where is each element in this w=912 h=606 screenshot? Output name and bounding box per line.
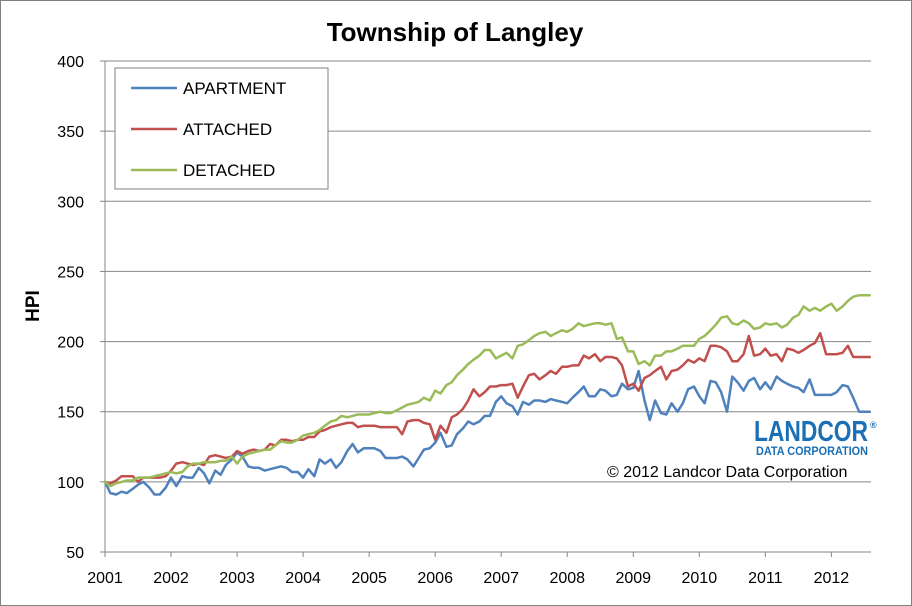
- gridlines: [104, 60, 871, 553]
- y-axis-ticks: 50 100 150 200 250 300 350 400: [57, 54, 105, 562]
- series-line-attached: [103, 331, 871, 485]
- y-tick-label: 250: [57, 264, 84, 281]
- x-axis-ticks: 2001 2002 2003 2004 2005 2006 2007 2008 2009 2010…: [87, 552, 849, 587]
- x-tick-label: 2011: [748, 570, 783, 587]
- legend-items: APARTMENT ATTACHED DETACHED: [131, 79, 286, 180]
- logo-name: LANDCOR: [754, 416, 868, 448]
- y-tick-label: 50: [66, 545, 84, 562]
- x-tick-label: 2007: [483, 570, 519, 587]
- chart-title: Township of Langley: [327, 17, 584, 47]
- series-lines: [103, 294, 871, 496]
- y-tick-label: 150: [57, 405, 84, 422]
- logo-registered: ®: [870, 420, 877, 430]
- x-tick-label: 2002: [153, 570, 189, 587]
- logo-tagline: DATA CORPORATION: [756, 444, 868, 458]
- legend-label-attached: ATTACHED: [183, 120, 272, 139]
- copyright-text: © 2012 Landcor Data Corporation: [607, 464, 847, 481]
- series-line-detached: [103, 294, 871, 488]
- x-tick-label: 2008: [549, 570, 585, 587]
- y-tick-label: 100: [57, 475, 84, 492]
- y-tick-label: 200: [57, 335, 84, 352]
- x-tick-label: 2004: [285, 570, 321, 587]
- legend-label-apartment: APARTMENT: [183, 79, 286, 98]
- y-tick-label: 400: [57, 54, 84, 71]
- x-tick-label: 2006: [417, 570, 453, 587]
- x-tick-label: 2001: [87, 570, 123, 587]
- x-tick-label: 2003: [219, 570, 255, 587]
- x-tick-label: 2005: [351, 570, 387, 587]
- y-axis-title: HPI: [23, 290, 44, 322]
- x-tick-label: 2012: [814, 570, 850, 587]
- y-tick-label: 300: [57, 194, 84, 211]
- x-tick-label: 2010: [682, 570, 718, 587]
- legend-label-detached: DETACHED: [183, 161, 275, 180]
- landcor-logo: LANDCOR ® DATA CORPORATION: [754, 416, 877, 458]
- x-tick-label: 2009: [615, 570, 651, 587]
- legend: APARTMENT ATTACHED DETACHED: [114, 67, 329, 190]
- y-tick-label: 350: [57, 124, 84, 141]
